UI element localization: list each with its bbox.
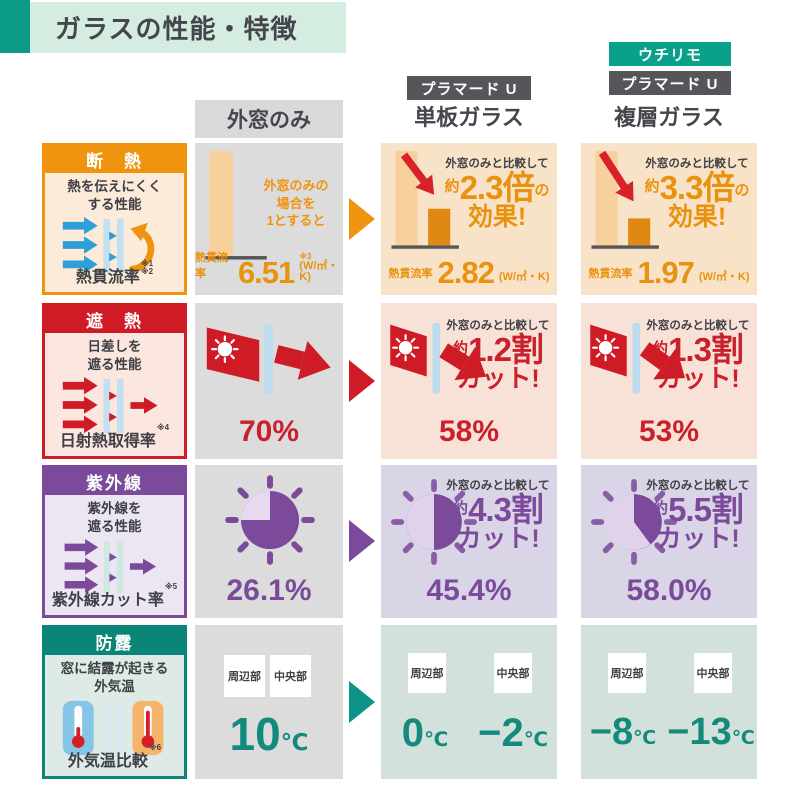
arrow-right-icon-shading <box>349 360 375 402</box>
uv-cut-single: 45.4% <box>426 574 512 607</box>
single-uv-cell: 外窓のみと比較して 約4.3割 カット! 45.4% <box>381 465 557 618</box>
row-label-uv: 紫外線 紫外線を 遮る性能 紫外線カット率※5 <box>42 465 187 618</box>
metric-refs: ※4 <box>156 423 170 432</box>
tag-edge: 周辺部 <box>224 655 265 697</box>
comparison-bar-chart <box>391 150 459 249</box>
temp-single-center: −2℃ <box>478 711 548 755</box>
double-condensation-cell: 周辺部 中央部 −8℃ −13℃ <box>581 625 757 779</box>
cut-claim: 外窓のみと比較して 約5.5割 カット! <box>646 480 750 554</box>
arrow-right-icon-uv <box>349 520 375 562</box>
effect-claim: 外窓のみと比較して 約3.3倍の 効果! <box>644 158 750 232</box>
row-title-insulation: 断 熱 <box>45 146 184 173</box>
page-title: ガラスの性能・特徴 <box>55 14 298 44</box>
row-title-condensation: 防露 <box>45 628 184 655</box>
single-insulation-cell: 外窓のみと比較して 約2.3倍の 効果! 熱貫流率 2.82 (W/㎡・K) <box>381 143 557 295</box>
temp-double-center: −13℃ <box>667 711 755 753</box>
baseline-insulation-cell: 外窓のみの 場合を 1とすると 熱貫流率 6.51 ※3 (W/㎡・K) <box>195 143 343 295</box>
sun-cut-icon <box>390 322 487 394</box>
shgc-double: 53% <box>638 415 700 448</box>
row-desc-shading: 日差しを 遮る性能 <box>87 339 142 372</box>
uv-cut-baseline: 26.1% <box>226 574 312 607</box>
row-metric-insulation: 熱貫流率※1 ※2 <box>75 259 154 286</box>
baseline-shading-cell: 70% <box>195 303 343 459</box>
badge-uchirimo: ウチリモ <box>609 42 731 66</box>
insulation-arrows-icon <box>62 217 154 274</box>
row-desc-insulation: 熱を伝えにくく する性能 <box>67 179 162 212</box>
title-accent-square <box>0 0 30 53</box>
column-header-double-glass: 複層ガラス <box>614 105 724 130</box>
unit-ref: ※3 <box>299 251 312 261</box>
uv-sun-pie-icon <box>391 479 477 565</box>
metric-refs: ※5 <box>164 582 178 591</box>
single-shading-cell: 外窓のみと比較して 約1.2割 カット! 58% <box>381 303 557 459</box>
shgc-baseline: 70% <box>238 415 300 448</box>
effect-claim: 外窓のみと比較して 約2.3倍の 効果! <box>444 158 550 232</box>
row-title-uv: 紫外線 <box>45 468 184 495</box>
baseline-uv-cell: 26.1% <box>195 465 343 618</box>
arrow-right-icon-insulation <box>349 198 375 240</box>
cut-claim: 外窓のみと比較して 約1.2割 カット! <box>446 320 550 394</box>
double-uv-cell: 外窓のみと比較して 約5.5割 カット! 58.0% <box>581 465 757 618</box>
cut-claim: 外窓のみと比較して 約4.3割 カット! <box>446 480 550 554</box>
badge-plamado-double: プラマード U <box>609 71 731 95</box>
baseline-bar-chart <box>205 150 267 260</box>
tag-center: 中央部 <box>494 653 532 693</box>
arrow-right-icon-condensation <box>349 681 375 723</box>
row-metric-uv: 紫外線カット率※5 <box>51 582 178 609</box>
column-header-single-glass: 単板ガラス <box>414 105 524 130</box>
column-header-baseline: 外窓のみ <box>195 100 343 138</box>
comparison-bar-chart <box>591 150 659 249</box>
tag-edge: 周辺部 <box>408 653 446 693</box>
cut-claim: 外窓のみと比較して 約1.3割 カット! <box>646 320 750 394</box>
row-label-insulation: 断 熱 熱を伝えにくく する性能 熱貫流率※1 ※2 <box>42 143 187 295</box>
row-label-condensation: 防露 窓に結露が起きる 外気温 外気温比較※6 <box>42 625 187 779</box>
shgc-single: 58% <box>438 415 500 448</box>
double-insulation-cell: 外窓のみと比較して 約3.3倍の 効果! 熱貫流率 1.97 (W/㎡・K) <box>581 143 757 295</box>
row-desc-condensation: 窓に結露が起きる 外気温 <box>60 661 169 694</box>
single-condensation-cell: 周辺部 中央部 0℃ −2℃ <box>381 625 557 779</box>
row-label-shading: 遮 熱 日差しを 遮る性能 日射熱取得率※4 <box>42 303 187 459</box>
u-value-baseline: 熱貫流率 6.51 ※3 (W/㎡・K) <box>195 251 339 290</box>
metric-refs: ※1 ※2 <box>140 259 154 277</box>
temp-double-edge: −8℃ <box>589 711 657 753</box>
sun-through-glass-icon <box>206 323 331 395</box>
u-value-double: 熱貫流率 1.97 (W/㎡・K) <box>588 254 750 290</box>
uv-cut-double: 58.0% <box>626 574 712 607</box>
tag-center: 中央部 <box>270 655 311 697</box>
row-title-shading: 遮 熱 <box>45 306 184 333</box>
tag-center: 中央部 <box>694 653 732 693</box>
page-title-banner: ガラスの性能・特徴 <box>30 2 346 53</box>
double-shading-cell: 外窓のみと比較して 約1.3割 カット! 53% <box>581 303 757 459</box>
u-value-single: 熱貫流率 2.82 (W/㎡・K) <box>388 254 550 290</box>
row-desc-uv: 紫外線を 遮る性能 <box>87 501 142 534</box>
baseline-condensation-cell: 周辺部 中央部 10℃ <box>195 625 343 779</box>
uv-arrows-icon <box>64 539 156 594</box>
baseline-note: 外窓のみの 場合を 1とすると <box>263 178 329 229</box>
shading-arrows-icon <box>62 377 158 434</box>
sun-cut-icon <box>590 322 686 394</box>
temp-single-edge: 0℃ <box>401 711 449 755</box>
uv-sun-pie-icon <box>591 479 677 565</box>
thermometers-icon <box>62 701 163 756</box>
uv-sun-pie-icon <box>225 475 315 565</box>
row-metric-condensation: 外気温比較※6 <box>67 743 162 770</box>
badge-plamado-single: プラマード U <box>407 76 531 100</box>
row-metric-shading: 日射熱取得率※4 <box>59 423 170 450</box>
temp-baseline: 10℃ <box>229 708 309 760</box>
metric-refs: ※6 <box>148 743 162 752</box>
tag-edge: 周辺部 <box>608 653 646 693</box>
